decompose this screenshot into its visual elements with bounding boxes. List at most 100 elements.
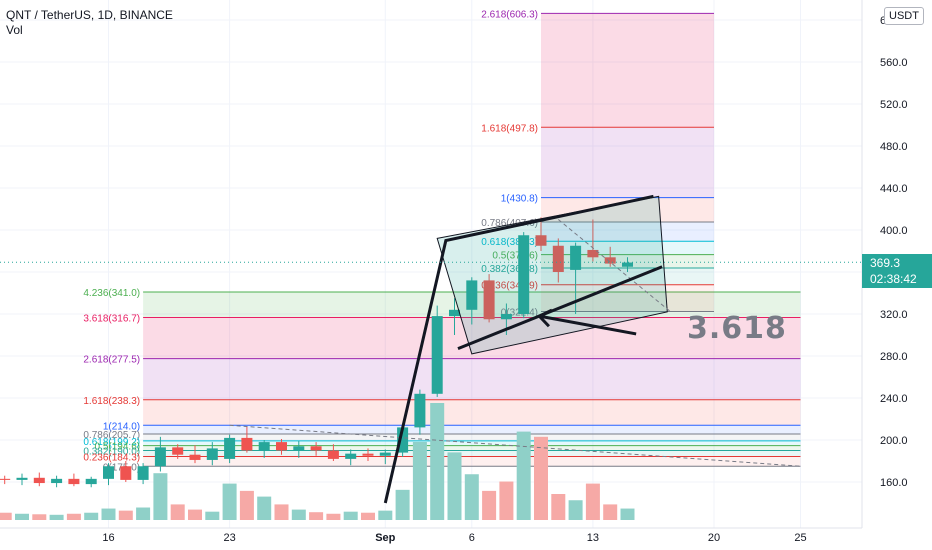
candle-body	[345, 453, 357, 459]
time-tick-label: 13	[587, 532, 599, 544]
fib-large-zone	[541, 127, 714, 198]
price-tick-label: 200.0	[880, 435, 908, 447]
time-tick-label: Sep	[375, 532, 395, 544]
candle-body	[51, 478, 63, 484]
time-tick-label: 6	[469, 532, 475, 544]
volume-bar	[222, 483, 237, 520]
fib-large-level-label: 1.618(497.8)	[481, 123, 538, 134]
volume-bar	[343, 511, 358, 520]
price-tick-label: 240.0	[880, 393, 908, 405]
fib-large-level-label: 0.786(407.6)	[481, 218, 538, 229]
fib-large-level-label: 0.236(347.9)	[481, 281, 538, 292]
candle-body	[327, 450, 339, 459]
volume-bar	[84, 512, 99, 520]
candle-body	[310, 446, 322, 451]
fib-small-level-label: 2.618(277.5)	[83, 355, 140, 366]
support-line	[457, 265, 663, 351]
volume-bar	[118, 510, 133, 520]
fib-large-level-label: 2.618(606.3)	[481, 9, 538, 20]
candle-body	[552, 245, 564, 272]
volume-bar	[482, 490, 497, 520]
candle-body	[206, 448, 218, 460]
volume-bar	[395, 489, 410, 520]
time-axis-bg	[0, 528, 862, 550]
volume-bar	[534, 436, 548, 520]
fib-large-level-label: 1(430.8)	[501, 194, 538, 205]
candle-body	[362, 453, 374, 456]
time-tick-label: 20	[708, 532, 720, 544]
volume-bar	[378, 510, 393, 520]
volume-bar	[153, 473, 168, 520]
trend-line	[383, 194, 654, 504]
candle-body	[0, 478, 11, 480]
price-tick-label: 440.0	[880, 183, 908, 195]
candle-body	[16, 477, 28, 480]
volume-bar	[274, 504, 289, 520]
volume-bar	[188, 509, 202, 520]
fib-small-zone	[143, 450, 801, 457]
volume-bar	[239, 490, 254, 520]
volume-bar	[620, 508, 635, 520]
candle-body	[172, 447, 184, 455]
fib-large-zone	[541, 241, 714, 255]
bar-countdown: 02:38:42	[870, 272, 917, 286]
volume-bar	[309, 512, 324, 520]
volume-bar	[412, 442, 427, 520]
volume-bar	[66, 513, 81, 520]
price-tick-label: 560.0	[880, 57, 908, 69]
fib-large-zone	[541, 222, 714, 242]
candle-body	[518, 235, 530, 314]
candle-body	[535, 235, 547, 246]
last-price-tag: 369.3 02:38:42	[862, 254, 932, 288]
volume-bar	[499, 481, 514, 520]
price-tick-label: 160.0	[880, 477, 908, 489]
dashed-line	[229, 424, 801, 467]
candle-body	[379, 452, 391, 456]
price-tick-label: 400.0	[880, 225, 908, 237]
fib-small-level-label: 0.5(194.6)	[95, 442, 141, 453]
time-tick-label: 23	[223, 532, 235, 544]
candle-body	[622, 262, 633, 267]
candle-body	[85, 478, 97, 485]
candle-body	[103, 466, 114, 479]
fib-large-level-label: 0.618(389.3)	[481, 237, 538, 248]
time-tick-label: 25	[794, 532, 806, 544]
candle-body	[483, 280, 495, 320]
volume-bar	[49, 514, 64, 520]
candle-body	[604, 257, 616, 264]
candle-body	[500, 314, 512, 320]
annotation-text[interactable]: 3.618	[687, 311, 787, 346]
fib-small-zone	[143, 456, 801, 467]
volume-bar	[291, 509, 306, 520]
candle-body	[241, 437, 253, 451]
fib-small-level-label: 3.618(316.7)	[83, 313, 140, 324]
fib-small-zone	[143, 358, 801, 400]
volume-bar	[585, 483, 600, 520]
dashed-line	[557, 219, 672, 313]
candle-body	[276, 442, 287, 451]
candle-body	[397, 427, 409, 453]
arrow-line	[538, 314, 637, 336]
volume-bar	[205, 511, 220, 520]
fib-small-level-label: 0.618(199.2)	[83, 437, 140, 448]
fib-small-level-label: 0.382(190.0)	[83, 447, 140, 458]
fib-large-level-label: 0.382(363.8)	[481, 264, 538, 275]
currency-badge[interactable]: USDT	[884, 7, 924, 25]
fib-small-zone	[143, 445, 801, 451]
candle-body	[189, 454, 201, 460]
candle-body	[570, 245, 582, 270]
candle-body	[258, 442, 270, 451]
fib-small-level-label: 1.618(238.3)	[83, 396, 140, 407]
price-tick-label: 280.0	[880, 351, 908, 363]
candle-body	[414, 393, 426, 428]
candle-body	[466, 280, 478, 310]
volume-bar	[257, 496, 272, 520]
volume-bar	[516, 431, 531, 520]
fib-small-zone	[143, 434, 801, 441]
candle-body	[33, 477, 45, 484]
candle-body	[154, 447, 166, 467]
fib-large-level-label: 0.5(376.6)	[492, 251, 538, 262]
candle-body	[449, 309, 460, 317]
